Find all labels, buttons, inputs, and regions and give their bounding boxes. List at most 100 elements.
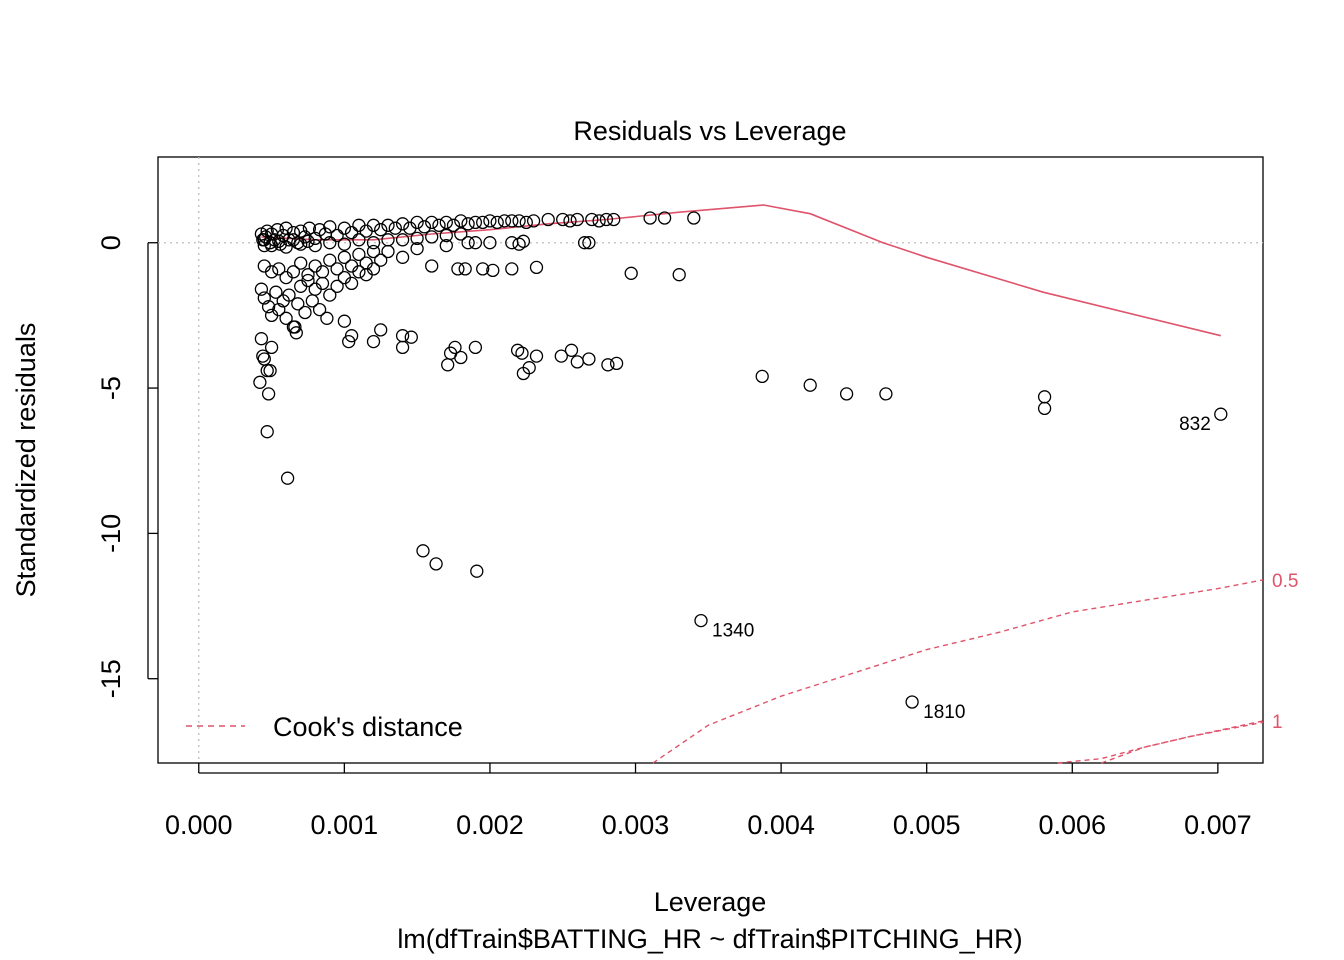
data-point — [280, 471, 295, 485]
data-point — [803, 378, 817, 392]
data-point — [577, 236, 592, 250]
x-tick-label: 0.004 — [747, 810, 815, 840]
y-tick-label: -15 — [96, 659, 126, 698]
data-point — [582, 236, 596, 250]
data-point — [497, 214, 512, 228]
data-point — [381, 244, 395, 259]
point-labels: 832 1340 1810 — [712, 414, 1211, 723]
data-point — [279, 240, 293, 254]
data-point — [425, 215, 439, 230]
data-point — [272, 262, 286, 276]
data-point — [388, 221, 402, 235]
data-point — [260, 425, 274, 439]
data-point — [254, 332, 269, 346]
data-point — [490, 215, 504, 230]
data-point — [476, 262, 490, 276]
data-point — [344, 276, 359, 291]
data-point — [263, 363, 277, 378]
y-axis: 0 -5 -10 -15 — [96, 235, 158, 698]
x-tick-label: 0.000 — [165, 810, 233, 840]
data-point — [264, 340, 279, 355]
x-tick-label: 0.002 — [456, 810, 524, 840]
smooth-line-group — [261, 204, 1221, 337]
data-point — [312, 302, 327, 317]
data-point — [526, 214, 541, 228]
data-point — [439, 238, 453, 253]
data-point — [687, 211, 701, 225]
data-point — [657, 211, 672, 225]
data-point — [425, 230, 439, 244]
data-point — [254, 282, 269, 296]
data-point — [301, 273, 315, 288]
data-point — [458, 262, 472, 276]
data-point — [515, 346, 529, 360]
data-point — [261, 387, 276, 401]
data-point — [279, 311, 293, 325]
data-point — [512, 214, 526, 228]
data-point — [505, 214, 519, 228]
data-point — [320, 311, 334, 325]
data-point — [261, 300, 276, 314]
data-point — [599, 212, 614, 227]
data-point — [461, 217, 475, 231]
data-point — [395, 250, 410, 264]
data-point — [315, 276, 330, 291]
data-point — [483, 214, 497, 228]
data-point — [609, 356, 624, 371]
data-point — [522, 361, 536, 375]
data-point — [529, 349, 544, 363]
data-point — [352, 233, 366, 247]
data-point — [454, 350, 468, 365]
data-point — [486, 263, 500, 278]
x-tick-label: 0.005 — [893, 810, 961, 840]
data-point — [330, 279, 344, 293]
data-point — [298, 305, 312, 320]
data-point — [381, 233, 395, 247]
data-point — [694, 613, 708, 628]
legend-label: Cook's distance — [273, 712, 463, 742]
point-label: 832 — [1179, 414, 1211, 435]
x-axis: 0.000 0.001 0.002 0.003 0.004 0.005 0.006 0.007 — [165, 763, 1252, 840]
x-axis-label: Leverage — [654, 887, 767, 917]
data-point — [410, 215, 424, 230]
data-point — [395, 340, 410, 355]
data-point — [432, 218, 446, 232]
data-point — [269, 285, 283, 299]
data-point — [291, 297, 305, 311]
data-point — [264, 265, 279, 279]
data-point — [519, 215, 533, 230]
x-tick-label: 0.003 — [602, 810, 670, 840]
data-point — [510, 343, 525, 357]
data-point — [342, 334, 356, 349]
data-point — [512, 237, 526, 251]
data-point — [337, 250, 352, 264]
data-point — [282, 233, 296, 247]
data-point — [451, 262, 465, 276]
data-points — [253, 211, 1228, 709]
data-point — [323, 236, 337, 250]
data-point — [337, 237, 352, 251]
y-tick-label: 0 — [96, 235, 126, 250]
data-point — [323, 253, 337, 267]
data-point — [468, 236, 483, 250]
data-point — [755, 369, 769, 384]
data-point — [446, 218, 461, 232]
data-point — [563, 214, 577, 228]
data-point — [624, 266, 638, 280]
data-point — [448, 340, 462, 355]
data-point — [374, 323, 388, 337]
data-point — [470, 564, 484, 578]
x-tick-label: 0.006 — [1038, 810, 1106, 840]
data-point — [461, 236, 475, 250]
data-point — [516, 234, 531, 248]
data-point — [253, 375, 267, 389]
x-tick-label: 0.007 — [1184, 810, 1252, 840]
data-point — [582, 352, 596, 366]
cook-distance-contour — [652, 579, 1264, 764]
plot-frame — [157, 156, 1264, 764]
data-point — [330, 262, 344, 276]
data-point — [585, 212, 599, 227]
point-label: 1340 — [712, 621, 754, 642]
data-point — [374, 253, 388, 267]
